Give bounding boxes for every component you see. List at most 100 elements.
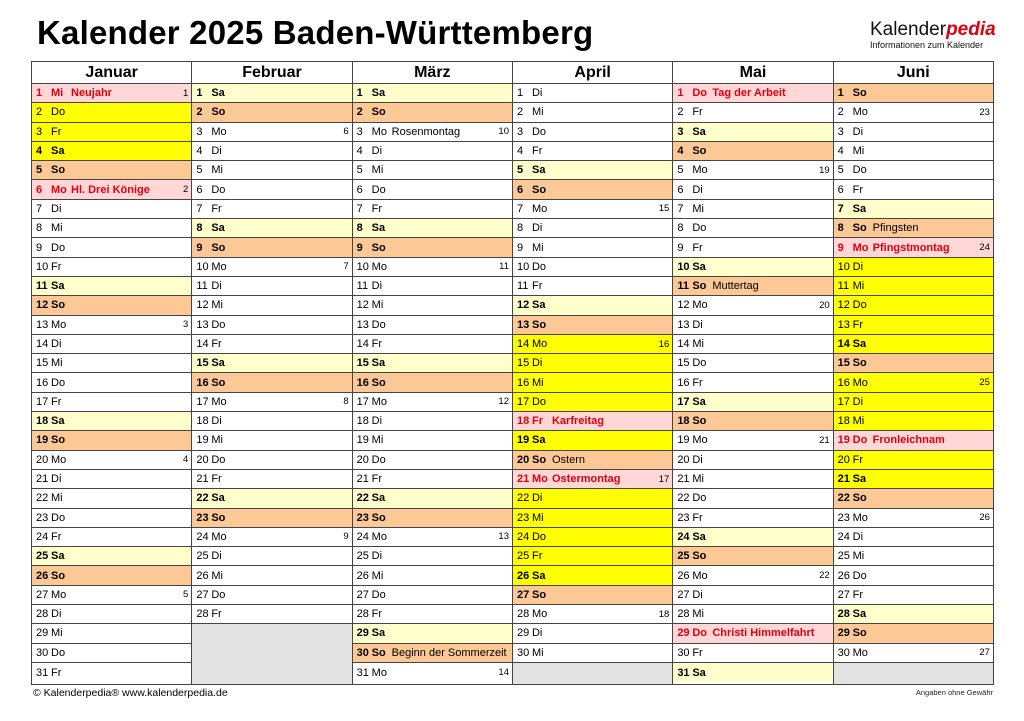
day-cell[interactable]: 16 Mo 25 bbox=[833, 373, 993, 393]
day-cell[interactable]: 9 So bbox=[192, 238, 352, 258]
day-cell[interactable]: 8 So Pfingsten bbox=[833, 219, 993, 239]
day-cell[interactable]: 12 Mi bbox=[192, 296, 352, 316]
day-cell[interactable]: 4 Di bbox=[192, 142, 352, 162]
day-cell[interactable]: 22 Di bbox=[512, 489, 673, 509]
day-cell[interactable]: 4 Di bbox=[352, 142, 512, 162]
day-cell[interactable]: 22 Sa bbox=[192, 489, 352, 509]
day-cell[interactable]: 19 Do Fronleichnam bbox=[833, 431, 993, 451]
day-cell[interactable]: 27 Mo 5 bbox=[32, 586, 192, 606]
day-cell[interactable]: 25 Di bbox=[352, 547, 512, 567]
day-cell[interactable]: 18 Di bbox=[352, 412, 512, 432]
day-cell[interactable]: 8 Sa bbox=[352, 219, 512, 239]
day-cell[interactable]: 3 Do bbox=[512, 123, 673, 142]
day-cell[interactable]: 30 So Beginn der Sommerzeit bbox=[352, 643, 512, 663]
day-cell[interactable]: 8 Do bbox=[673, 219, 833, 239]
day-cell[interactable]: 23 Do bbox=[32, 509, 192, 528]
day-cell[interactable]: 14 Mo 16 bbox=[512, 334, 673, 355]
day-cell[interactable]: 12 Sa bbox=[512, 296, 673, 316]
day-cell[interactable]: 28 Fr bbox=[192, 605, 352, 625]
day-cell[interactable]: 30 Mo 27 bbox=[833, 644, 993, 663]
day-cell[interactable]: 2 So bbox=[192, 103, 352, 123]
day-cell[interactable]: 3 Sa bbox=[673, 122, 833, 142]
day-cell[interactable]: 24 Di bbox=[833, 528, 993, 548]
day-cell[interactable]: 7 Mi bbox=[673, 200, 833, 220]
day-cell[interactable]: 10 Di bbox=[833, 257, 993, 277]
day-cell[interactable]: 7 Sa bbox=[833, 199, 993, 220]
day-cell[interactable]: 23 Fr bbox=[673, 509, 833, 528]
day-cell[interactable]: 8 Di bbox=[512, 219, 673, 239]
day-cell[interactable]: 20 Fr bbox=[833, 450, 993, 470]
day-cell[interactable]: 26 So bbox=[32, 566, 192, 586]
day-cell[interactable]: 18 Di bbox=[192, 412, 352, 432]
day-cell[interactable]: 2 Mi bbox=[512, 103, 673, 123]
day-cell[interactable]: 5 Mi bbox=[352, 161, 512, 181]
day-cell[interactable]: 22 Do bbox=[673, 489, 833, 509]
day-cell[interactable]: 1 Sa bbox=[352, 84, 512, 104]
day-cell[interactable]: 6 Mo Hl. Drei Könige 2 bbox=[32, 180, 192, 200]
day-cell[interactable]: 24 Fr bbox=[32, 528, 192, 548]
day-cell[interactable]: 31 Fr bbox=[32, 663, 191, 682]
day-cell[interactable]: 20 Do bbox=[352, 451, 512, 470]
day-cell[interactable]: 25 So bbox=[673, 547, 833, 567]
day-cell[interactable]: 28 Sa bbox=[833, 605, 993, 625]
day-cell[interactable]: 17 Sa bbox=[673, 392, 833, 413]
day-cell[interactable]: 30 Mi bbox=[512, 644, 673, 663]
day-cell[interactable]: 17 Mo 8 bbox=[192, 393, 352, 413]
day-cell[interactable]: 20 So Ostern bbox=[512, 450, 673, 470]
day-cell[interactable]: 11 Mi bbox=[833, 276, 993, 297]
day-cell[interactable]: 13 Do bbox=[352, 316, 512, 335]
day-cell[interactable]: 11 Sa bbox=[32, 276, 192, 297]
day-cell[interactable]: 15 Sa bbox=[192, 354, 352, 374]
day-cell[interactable]: 12 Mo 20 bbox=[673, 296, 833, 316]
day-cell[interactable]: 8 Sa bbox=[192, 219, 352, 239]
day-cell[interactable]: 21 Sa bbox=[833, 469, 993, 490]
day-cell[interactable]: 22 Mi bbox=[32, 489, 192, 509]
day-cell[interactable]: 11 Di bbox=[192, 277, 352, 297]
day-cell[interactable]: 6 Fr bbox=[833, 180, 993, 200]
day-cell[interactable]: 21 Mo Ostermontag 17 bbox=[512, 469, 673, 490]
day-cell[interactable]: 9 Mi bbox=[512, 238, 673, 258]
day-cell[interactable]: 17 Fr bbox=[32, 393, 192, 413]
day-cell[interactable]: 5 So bbox=[32, 161, 192, 181]
day-cell[interactable]: 26 Mi bbox=[192, 566, 352, 586]
day-cell[interactable]: 27 Do bbox=[192, 586, 352, 606]
day-cell[interactable]: 12 So bbox=[32, 296, 192, 316]
day-cell[interactable]: 3 Fr bbox=[32, 122, 192, 142]
day-cell[interactable]: 30 Do bbox=[32, 644, 192, 663]
day-cell[interactable]: 15 Sa bbox=[352, 354, 512, 374]
day-cell[interactable]: 9 So bbox=[352, 238, 512, 258]
day-cell[interactable]: 23 So bbox=[352, 508, 512, 528]
day-cell[interactable]: 21 Fr bbox=[192, 470, 352, 490]
day-cell[interactable]: 1 Di bbox=[512, 84, 673, 104]
day-cell[interactable]: 6 Di bbox=[673, 180, 833, 200]
day-cell[interactable]: 13 Mo 3 bbox=[32, 316, 192, 335]
day-cell[interactable]: 25 Mi bbox=[833, 547, 993, 567]
day-cell[interactable]: 1 So bbox=[833, 84, 993, 104]
day-cell[interactable]: 19 Sa bbox=[512, 431, 673, 451]
day-cell[interactable]: 24 Do bbox=[512, 527, 673, 548]
day-cell[interactable]: 1 Sa bbox=[192, 84, 352, 104]
day-cell[interactable]: 24 Mo 9 bbox=[192, 528, 352, 548]
day-cell[interactable]: 29 Mi bbox=[32, 624, 192, 644]
day-cell[interactable]: 4 Sa bbox=[32, 141, 192, 162]
day-cell[interactable]: 19 Mo 21 bbox=[673, 431, 833, 451]
day-cell[interactable]: 14 Mi bbox=[673, 335, 833, 355]
day-cell[interactable]: 27 So bbox=[512, 585, 673, 606]
day-cell[interactable]: 19 So bbox=[32, 431, 192, 451]
day-cell[interactable]: 26 Sa bbox=[512, 566, 673, 586]
day-cell[interactable]: 12 Mi bbox=[352, 296, 512, 316]
day-cell[interactable]: 28 Mi bbox=[673, 605, 833, 625]
day-cell[interactable]: 10 Do bbox=[512, 258, 673, 277]
day-cell[interactable]: 4 So bbox=[673, 141, 833, 162]
day-cell[interactable]: 7 Di bbox=[32, 200, 192, 220]
day-cell[interactable]: 18 Sa bbox=[32, 412, 192, 432]
day-cell[interactable]: 23 So bbox=[192, 508, 352, 528]
day-cell[interactable]: 28 Fr bbox=[352, 605, 512, 625]
day-cell[interactable]: 1 Do Tag der Arbeit bbox=[673, 84, 833, 104]
day-cell[interactable]: 2 Mo 23 bbox=[833, 103, 993, 123]
day-cell[interactable]: 6 Do bbox=[352, 180, 512, 200]
day-cell[interactable]: 14 Fr bbox=[192, 335, 352, 355]
day-cell[interactable]: 20 Do bbox=[192, 451, 352, 470]
day-cell[interactable]: 27 Do bbox=[352, 586, 512, 606]
day-cell[interactable]: 31 Sa bbox=[673, 662, 833, 683]
